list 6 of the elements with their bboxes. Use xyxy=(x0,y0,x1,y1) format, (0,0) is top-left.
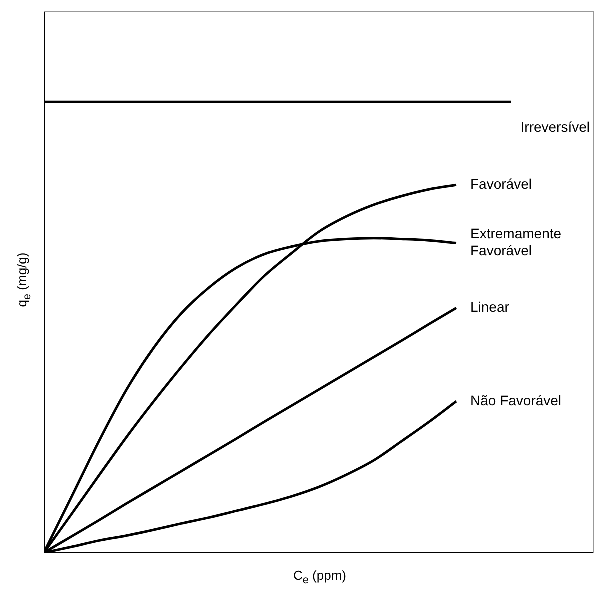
series-label: Irreversível xyxy=(520,119,590,136)
series-label: Favorável xyxy=(470,176,532,192)
x-axis-title: C$_{e}$ (ppm) xyxy=(294,568,346,587)
series-label: Não Favorável xyxy=(470,392,562,408)
series-label: Extremamente Favorável xyxy=(470,226,562,259)
series-label: Linear xyxy=(470,299,510,316)
